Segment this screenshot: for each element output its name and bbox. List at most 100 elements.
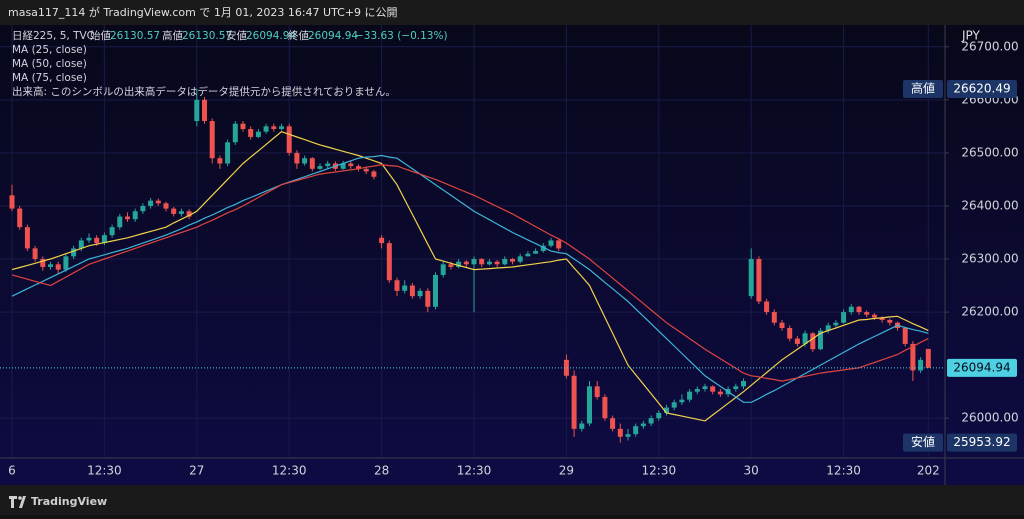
candle-body [494,261,500,265]
candle-body [9,195,15,209]
candle-body [194,99,200,122]
candle-body [363,168,369,172]
axes: 26000.00 26200.00 26300.00 26400.00 26500.00… [0,39,1019,478]
top-bar [0,0,1024,25]
legend-label: 終値 [288,29,309,42]
candle-body [117,216,123,228]
candle-body [140,205,146,212]
candle-body [317,166,323,169]
candle-body [286,126,292,153]
y-tick-label: 26000.00 [961,411,1018,425]
candle-body [433,274,438,307]
candle-body [40,259,46,267]
candle-body [271,126,277,130]
candle-body [78,240,84,249]
candle-body [617,428,623,437]
x-tick-label: 27 [189,464,204,478]
candle-body [463,261,469,265]
candle-body [540,245,546,252]
candle-body [548,240,554,246]
candle-body [24,227,30,249]
candle-body [348,163,354,167]
candle-body [764,301,770,313]
publish-title: masa117_114 が TradingView.com で 1月 01, 2… [8,5,398,19]
candle-body [571,375,577,429]
candle-body [779,322,785,328]
candle-body [525,253,531,257]
candle-body [155,200,161,204]
x-tick-label: 6 [8,464,16,478]
candle-body [263,126,269,132]
moving-averages [11,131,929,422]
legend-value: 26094.94 [246,30,296,42]
legend-series: MA (75, close) [12,72,87,84]
candle-body [871,314,877,318]
candle-body [386,243,392,281]
candle-body [125,216,130,220]
candle-body [456,261,462,267]
candle-body [94,237,100,244]
candle-body [510,259,515,262]
candle-body [178,211,184,214]
y-tick-label: 26500.00 [961,145,1018,159]
candle-body [841,312,847,323]
legend-series: MA (25, close) [12,44,87,56]
candle-body [425,290,431,307]
x-tick-label: 12:30 [457,464,492,478]
legend-change: −33.63 (−0.13%) [355,30,448,42]
candle-body [825,325,831,331]
volume-note: 出来高: このシンボルの出来高データはデータ提供元から提供されておりません。 [12,85,396,98]
candle-body [802,333,808,344]
low-tag-value-box [947,433,1017,452]
last-price-box [947,358,1017,377]
legend-series: MA (50, close) [12,58,87,70]
candle-body [640,423,646,427]
candle-body [63,256,69,270]
candle-body [833,322,839,326]
candle-body [148,200,154,206]
candle-body [379,237,385,244]
candle-body [302,158,308,164]
candle-body [132,211,138,220]
candle-body [255,131,261,137]
legend-label: 安値 [226,29,247,42]
y-tick-label: 26300.00 [961,252,1018,266]
candle-body [648,418,654,424]
x-tick-label: 30 [744,464,759,478]
candle-body [517,256,523,262]
candle-body [163,203,169,209]
legend-label: 始値 [90,29,111,42]
candle-body [610,418,616,429]
candle-body [756,259,762,302]
candle-body [248,129,254,137]
footer-brand: TradingView [31,495,107,508]
candle-body [340,163,346,169]
low-tag-label-box [903,433,943,452]
moving-average-line [11,163,929,382]
candle-body [86,237,92,241]
moving-average-line [11,131,929,422]
candle-body [633,426,639,435]
candle-body [502,259,508,265]
candle-body [625,434,631,437]
candle-body [602,396,608,419]
candle-body [402,285,408,291]
high-tag-label: 高値 [911,80,935,95]
moving-average-line [11,154,929,403]
legend-value: 26130.57 [110,30,160,42]
candle-body [55,264,61,270]
low-tag-value: 25953.92 [953,435,1010,449]
candle-body [563,359,569,376]
candle-body [71,248,77,257]
candle-body [48,264,53,267]
candle-body [748,259,754,297]
x-tick-label: 202 [917,464,940,478]
candle-body [486,261,492,265]
candle-body [771,312,777,323]
candle-body [925,348,931,368]
candle-body [232,123,238,143]
x-tick-label: 12:30 [272,464,307,478]
